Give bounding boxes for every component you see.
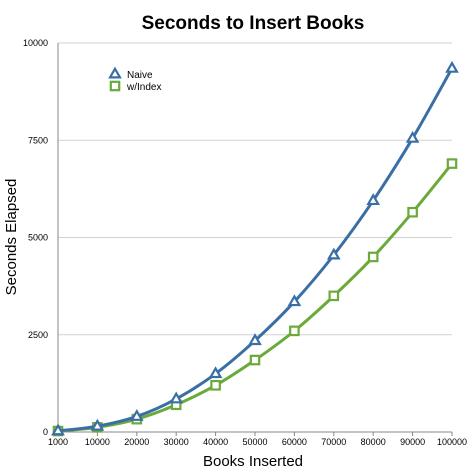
- data-point-naive-50000: [248, 333, 262, 346]
- data-point-w-index-80000: [367, 251, 379, 263]
- series-w-index: [52, 158, 458, 437]
- y-tick-label-0: 0: [43, 427, 48, 437]
- data-point-w-index-50000: [249, 354, 261, 366]
- data-point-naive-1000: [51, 423, 65, 436]
- x-tick-label-50000: 50000: [242, 437, 267, 447]
- data-point-w-index-60000: [289, 325, 300, 337]
- y-tick-label-2500: 2500: [28, 330, 48, 340]
- y-axis: 0 2500 5000 7500 10000: [23, 38, 59, 437]
- data-point-naive-30000: [169, 391, 184, 404]
- x-tick-label-30000: 30000: [164, 437, 189, 447]
- data-point-naive-10000: [90, 418, 105, 431]
- x-tick-label-1000: 1000: [48, 437, 68, 447]
- legend-item-w-index: w/Index: [109, 80, 161, 93]
- x-tick-label-60000: 60000: [282, 437, 307, 447]
- x-axis: 1000 10000 20000 30000 40000 50000 60000 70000 8…: [48, 431, 467, 447]
- legend-label-w-index: w/Index: [126, 82, 161, 93]
- x-tick-label-90000: 90000: [400, 437, 425, 447]
- data-point-w-index-40000: [210, 380, 221, 391]
- x-tick-label-40000: 40000: [203, 437, 228, 447]
- data-point-naive-70000: [326, 247, 341, 260]
- data-point-w-index-100000: [446, 158, 458, 169]
- data-point-w-index-90000: [407, 206, 418, 218]
- y-tick-label-7500: 7500: [28, 135, 48, 145]
- legend-marker-w-index: [109, 80, 121, 92]
- data-point-naive-40000: [208, 366, 223, 379]
- x-tick-label-70000: 70000: [321, 437, 346, 447]
- y-tick-label-10000: 10000: [23, 38, 48, 48]
- series-naive: [51, 60, 459, 436]
- y-tick-label-5000: 5000: [28, 233, 48, 243]
- legend-marker-naive: [108, 66, 122, 79]
- data-point-naive-90000: [405, 130, 420, 143]
- x-tick-label-10000: 10000: [85, 437, 110, 447]
- legend-label-naive: Naive: [127, 70, 153, 81]
- data-point-naive-100000: [445, 60, 459, 73]
- data-point-naive-60000: [287, 294, 302, 307]
- data-point-w-index-70000: [328, 290, 340, 302]
- series-line-w-index: [56, 162, 454, 433]
- y-axis-title: Seconds Elapsed: [3, 179, 20, 296]
- x-tick-label-20000: 20000: [124, 437, 149, 447]
- series-group: [51, 60, 459, 437]
- legend-item-naive: Naive: [108, 66, 153, 81]
- chart-title: Seconds to Insert Books: [142, 13, 365, 34]
- x-tick-label-80000: 80000: [361, 437, 386, 447]
- x-tick-label-100000: 100000: [437, 437, 467, 447]
- series-line-naive: [56, 66, 454, 433]
- data-point-naive-80000: [366, 193, 381, 206]
- data-point-naive-20000: [129, 409, 144, 421]
- x-axis-title: Books Inserted: [203, 453, 303, 470]
